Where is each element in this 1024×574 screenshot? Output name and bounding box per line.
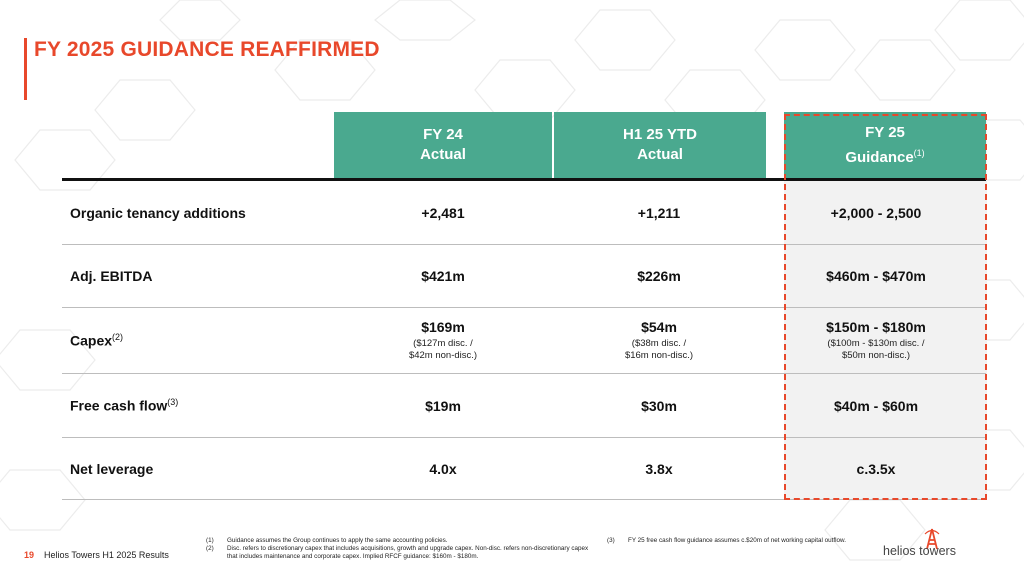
table-row: Free cash flow(3) $19m $30m $40m - $60m (62, 374, 986, 438)
cell-value: $460m - $470m (766, 268, 986, 284)
footnote-ref: (1) (913, 147, 925, 158)
title-accent-bar (24, 38, 27, 100)
cell-value: +2,481 (334, 205, 552, 221)
cell-main: $30m (641, 397, 677, 414)
table-header-row: FY 24 Actual H1 25 YTD Actual FY 25 Guid… (334, 112, 986, 178)
footer-text: Helios Towers H1 2025 Results (44, 550, 169, 560)
footnote-number: (3) (607, 537, 615, 544)
cell-sub-line1: ($127m disc. / (413, 338, 473, 349)
helios-towers-logo: helios towers (883, 528, 1001, 560)
cell-value: +2,000 - 2,500 (766, 205, 986, 221)
cell-value: $30m (552, 398, 766, 414)
row-label: Free cash flow(3) (62, 397, 334, 414)
cell-value: $54m ($38m disc. / $16m non-disc.) (552, 319, 766, 362)
row-label-text: Net leverage (70, 460, 154, 477)
cell-main: $169m (421, 319, 465, 335)
cell-sub-line1: ($38m disc. / (631, 338, 687, 349)
cell-main: $421m (421, 268, 465, 284)
header-line2: Actual (420, 146, 466, 163)
footnote-ref: (3) (167, 397, 179, 408)
cell-main: +1,211 (637, 204, 681, 221)
footnotes-right: (3) FY 25 free cash flow guidance assume… (607, 537, 867, 547)
cell-value: $226m (552, 268, 766, 284)
page-footer: 19 Helios Towers H1 2025 Results (24, 550, 169, 560)
page-title: FY 2025 GUIDANCE REAFFIRMED (34, 38, 380, 61)
cell-main: +2,481 (421, 204, 465, 221)
cell-value: $169m ($127m disc. / $42m non-disc.) (334, 319, 552, 362)
cell-value: +1,211 (552, 205, 766, 221)
header-line2-wrap: Guidance(1) (845, 143, 924, 168)
header-h125: H1 25 YTD Actual (554, 112, 766, 178)
cell-main: $226m (637, 268, 681, 284)
row-label-text: Organic tenancy additions (70, 204, 246, 221)
header-line1: FY 25 (865, 123, 905, 141)
cell-value: c.3.5x (766, 461, 986, 477)
footnote-number: (1) (206, 537, 214, 544)
table-row: Capex(2) $169m ($127m disc. / $42m non-di… (62, 308, 986, 374)
header-fy25: FY 25 Guidance(1) (784, 112, 986, 178)
cell-main: 4.0x (429, 460, 457, 477)
footnote-text: Guidance assumes the Group continues to … (227, 537, 448, 544)
header-line2: Guidance (845, 148, 914, 166)
cell-sub: ($38m disc. / $16m non-disc.) (552, 338, 766, 362)
cell-main: $40m - $60m (833, 397, 919, 414)
footnote-text: Disc. refers to discretionary capex that… (227, 545, 589, 560)
cell-value: $150m - $180m ($100m - $130m disc. / $50m… (766, 319, 986, 362)
cell-sub-line1: ($100m - $130m disc. / (827, 338, 925, 349)
footnote-ref: (2) (112, 332, 124, 343)
header-line1: H1 25 YTD (623, 126, 697, 143)
page-number: 19 (24, 550, 35, 560)
header-line2: Actual (637, 146, 683, 163)
row-label-text: Adj. EBITDA (70, 268, 153, 284)
cell-sub-line2: $50m non-disc.) (841, 350, 911, 361)
row-label: Adj. EBITDA (62, 268, 334, 284)
cell-value: $421m (334, 268, 552, 284)
table-row: Adj. EBITDA $421m $226m $460m - $470m (62, 245, 986, 308)
row-label: Capex(2) (62, 332, 334, 349)
cell-main: $19m (425, 397, 461, 414)
cell-main: 3.8x (645, 460, 673, 477)
cell-main: $460m - $470m (826, 268, 926, 284)
header-line1: FY 24 (423, 126, 463, 143)
cell-sub-line2: $42m non-disc.) (408, 350, 478, 361)
cell-main: c.3.5x (856, 460, 896, 477)
footnotes-left: (1) Guidance assumes the Group continues… (206, 537, 606, 565)
cell-sub: ($100m - $130m disc. / $50m non-disc.) (766, 338, 986, 362)
row-label: Organic tenancy additions (62, 205, 334, 221)
cell-main: $54m (641, 319, 677, 335)
cell-main: +2,000 - 2,500 (830, 204, 922, 221)
table-row: Net leverage 4.0x 3.8x c.3.5x (62, 438, 986, 500)
logo-word2: towers (919, 544, 956, 558)
table-row: Organic tenancy additions +2,481 +1,211 … (62, 181, 986, 245)
cell-value: $40m - $60m (766, 398, 986, 414)
cell-main: $150m - $180m (826, 319, 926, 335)
cell-sub: ($127m disc. / $42m non-disc.) (334, 338, 552, 362)
header-divider (62, 178, 986, 181)
tower-icon (924, 528, 940, 550)
row-label-text: Capex (70, 332, 113, 349)
footnote-number: (2) (206, 545, 214, 552)
logo-word1: helios (883, 544, 916, 558)
cell-sub-line2: $16m non-disc.) (624, 350, 694, 361)
footnote-text: FY 25 free cash flow guidance assumes c.… (628, 537, 846, 544)
logo-wordmark: helios towers (883, 544, 956, 558)
row-label-text: Free cash flow (70, 397, 168, 414)
header-fy24: FY 24 Actual (334, 112, 552, 178)
cell-value: $19m (334, 398, 552, 414)
cell-value: 3.8x (552, 461, 766, 477)
cell-value: 4.0x (334, 461, 552, 477)
row-label: Net leverage (62, 461, 334, 477)
